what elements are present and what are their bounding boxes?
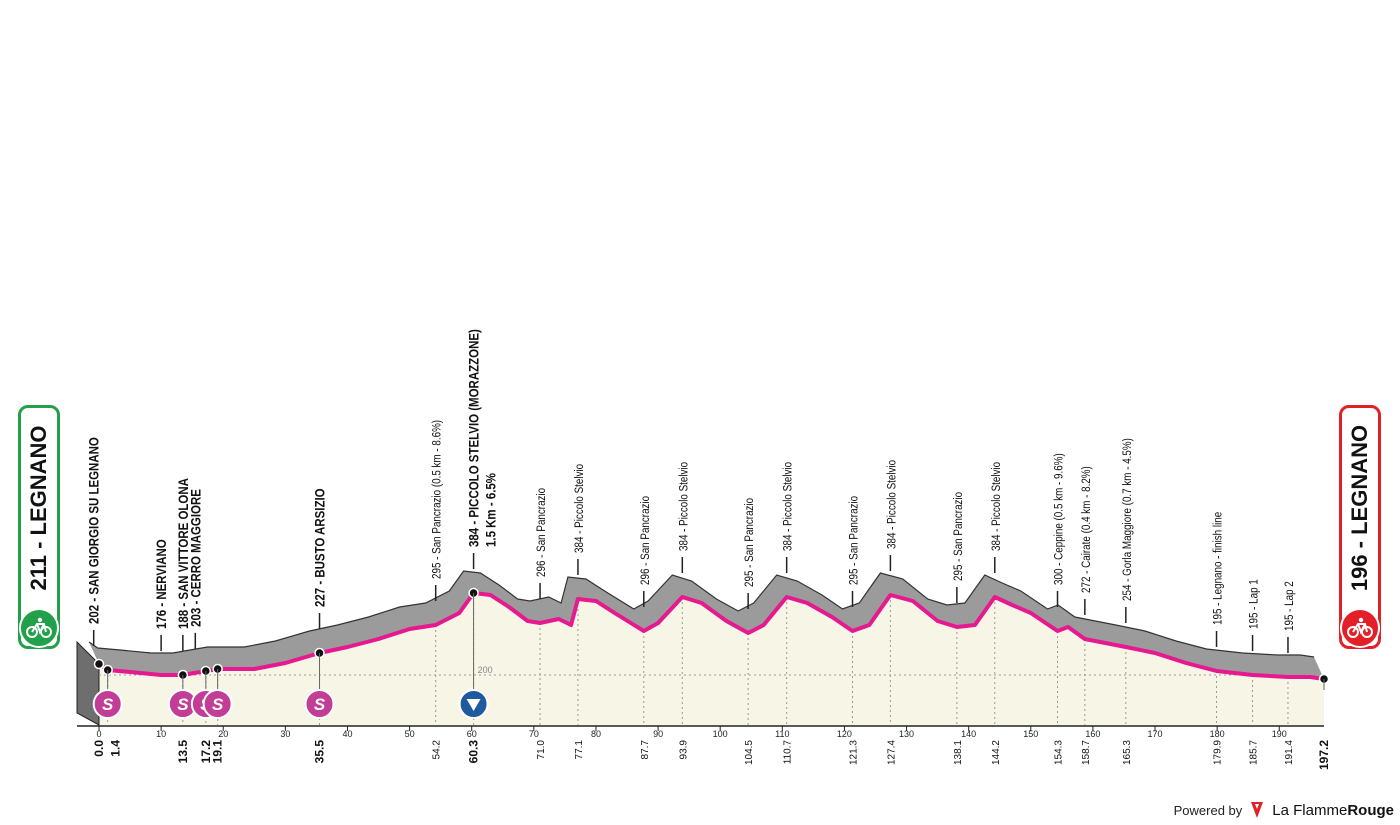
profile-fill [99,593,1324,725]
place-label: 203 - CERRO MAGGIORE [187,489,203,627]
place-label: 188 - SAN VITTORE OLONA [175,478,191,629]
place-label: 195 - Lap 1 [1248,579,1261,629]
km-marker-label: 197.2 [1317,740,1331,770]
km-marker-label: 0.0 [92,740,106,757]
place-label: 254 - Gorla Maggiore (0.7 km - 4.5%) [1121,438,1134,601]
x-tick-label: 60 [467,729,477,739]
finish-cyclist-icon [1340,608,1380,648]
x-axis: 0 10 20 30 40 50 60 70 80 90 100 110 120 130 140 150 160… [77,725,1331,770]
sprint-icon [304,689,335,719]
x-tick-label: 70 [529,729,539,739]
km-marker-label: 110.7 [783,740,794,765]
x-tick-label: 0 [96,729,101,739]
sprint-symbol: S [314,695,326,714]
place-labels: 202 - SAN GIORGIO SU LEGNANO 176 - NERVIA… [86,329,1296,653]
profile-area [99,593,1324,725]
x-tick-label: 130 [899,729,914,739]
km-marker-label: 77.1 [574,740,585,760]
place-sublabel: 1.5 Km - 6.5% [482,472,498,547]
x-tick-label: 20 [218,729,228,739]
place-label: 295 - San Pancrazio [952,492,965,581]
x-tick-label: 50 [405,729,415,739]
markers: SSSSS [92,587,1330,719]
sprint-icon [92,689,123,719]
x-tick-label: 160 [1085,729,1100,739]
sprint-symbol: S [212,695,224,714]
sprint-symbol: S [102,695,114,714]
km-marker-label: 121.3 [849,740,860,765]
bicycle-icon [19,608,59,648]
finish-badge: 196 - LEGNANO [1339,405,1381,649]
place-label: 384 - PICCOLO STELVIO (MORAZZONE) [465,329,481,547]
x-tick-label: 40 [342,729,352,739]
branding: Powered by La FlammeRouge [1174,801,1394,819]
km-marker-label: 35.5 [313,740,327,764]
kom-triangle [466,699,481,711]
place-label: 295 - San Pancrazio (0.5 km - 8.6%) [431,420,444,579]
finish-label: 196 - LEGNANO [1347,424,1372,592]
x-tick-label: 150 [1023,729,1038,739]
km-marker-label: 144.2 [991,740,1002,765]
x-tick-label: 10 [156,729,166,739]
x-tick-label: 190 [1272,729,1287,739]
km-marker-label: 179.9 [1213,740,1224,765]
powered-by-text: Powered by [1173,802,1243,818]
relief-band [89,571,1324,679]
km-marker-label: 71.0 [536,740,547,760]
route-path [97,591,1325,681]
start-badge: 211 - LEGNANO [18,405,60,649]
place-label: 195 - Lap 2 [1283,581,1296,631]
route-line [97,591,1325,681]
x-tick-label: 100 [713,729,728,739]
brand-name: La FlammeRouge [1272,801,1394,819]
place-label: 272 - Cairate (0.4 km - 8.2%) [1080,466,1093,593]
km-marker-label: 1.4 [109,740,123,757]
place-label: 384 - Piccolo Stelvio [886,460,899,549]
km-marker-label: 154.3 [1054,740,1065,765]
x-tick-label: 110 [775,729,789,739]
km-marker-label: 158.7 [1081,740,1092,765]
flamme-logo-icon [1251,802,1264,818]
place-label: 176 - NERVIANO [153,539,169,629]
reference-label: 200 [478,665,493,675]
x-tick-label: 90 [653,729,663,739]
km-marker-label: 185.7 [1249,740,1260,765]
km-marker-label: 19.1 [211,740,225,764]
place-label: 384 - Piccolo Stelvio [677,462,690,551]
place-label: 195 - Legnano - finish line [1212,512,1225,625]
km-marker-label: 138.1 [953,740,964,765]
place-label: 384 - Piccolo Stelvio [782,462,795,551]
x-tick-label: 80 [591,729,601,739]
place-label: 295 - San Pancrazio [848,496,861,585]
sprint-icon [202,689,233,719]
km-marker-label: 165.3 [1122,740,1133,765]
place-label: 296 - San Pancrazio [639,496,652,585]
x-tick-label: 30 [280,729,290,739]
km-marker-label: 17.2 [199,740,213,764]
x-tick-label: 180 [1210,729,1225,739]
x-tick-label: 140 [961,729,976,739]
x-tick-label: 120 [837,729,852,739]
km-marker-label: 104.5 [744,740,755,765]
km-marker-label: 13.5 [176,740,190,764]
start-label: 211 - LEGNANO [26,425,51,591]
km-marker-label: 93.9 [678,740,689,760]
place-label: 296 - San Pancrazio [535,488,548,577]
place-label: 384 - Piccolo Stelvio [573,464,586,553]
km-marker-label: 191.4 [1284,740,1295,765]
place-label: 384 - Piccolo Stelvio [990,462,1003,551]
km-marker-label: 87.7 [640,740,651,760]
place-label: 227 - BUSTO ARSIZIO [311,488,327,607]
km-marker-label: 127.4 [886,740,897,765]
km-marker-label: 54.2 [432,740,443,760]
place-label: 300 - Ceppine (0.5 km - 9.6%) [1053,453,1066,585]
km-marker-label: 60.3 [467,740,481,764]
place-label: 295 - San Pancrazio [743,498,756,587]
sprint-symbol: S [177,695,189,714]
place-label: 202 - SAN GIORGIO SU LEGNANO [86,437,102,624]
start-point [93,658,105,670]
x-tick-label: 170 [1148,729,1163,739]
